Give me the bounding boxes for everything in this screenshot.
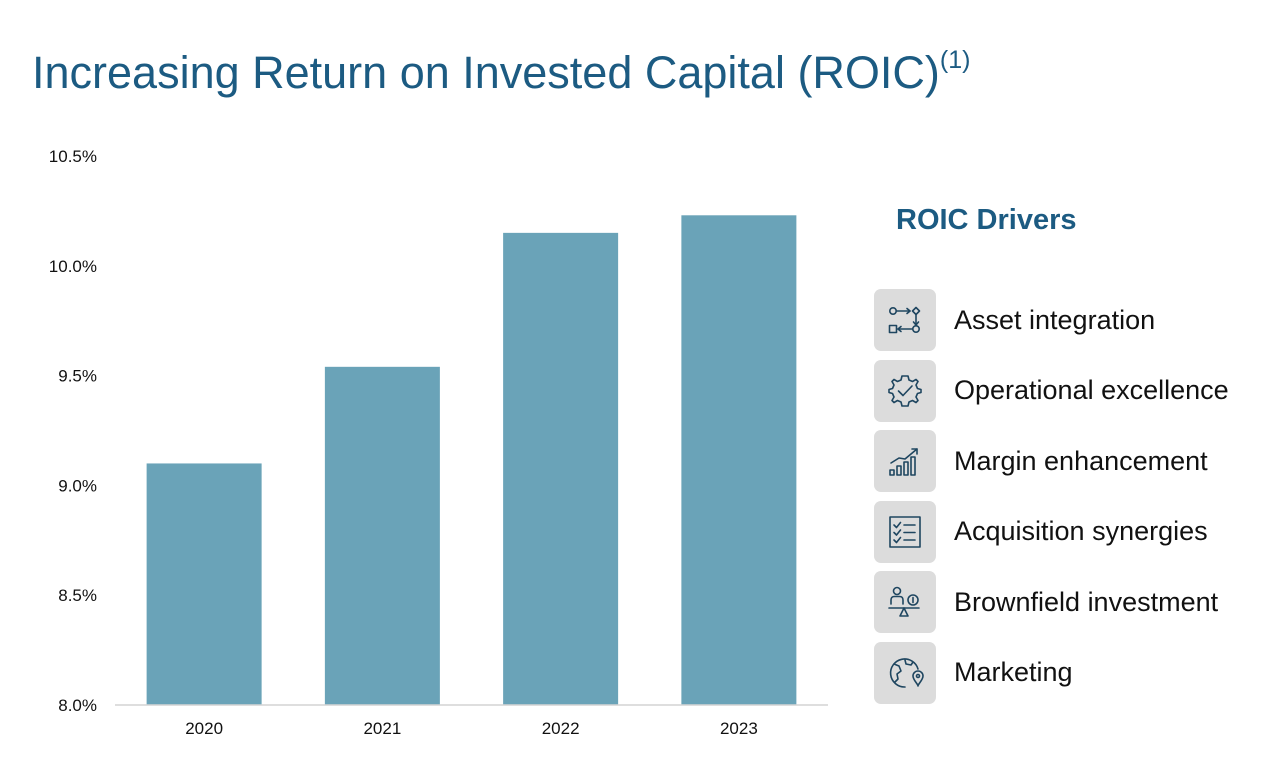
workflow-icon <box>874 289 936 351</box>
y-tick-label: 8.0% <box>58 696 97 715</box>
globe-pin-icon <box>874 641 936 704</box>
driver-label: Acquisition synergies <box>954 516 1208 546</box>
roic-drivers-title: ROIC Drivers <box>896 204 1077 236</box>
driver-label: Brownfield investment <box>954 586 1219 617</box>
x-tick-label: 2020 <box>185 719 223 738</box>
y-tick-label: 8.5% <box>58 586 97 605</box>
x-tick-label: 2022 <box>542 719 580 738</box>
driver-label: Margin enhancement <box>954 445 1208 476</box>
driver-acquisition-synergies: Acquisition synergies <box>868 500 1229 563</box>
bar-2023 <box>681 215 797 706</box>
driver-margin-enhancement: Margin enhancement <box>868 430 1229 492</box>
y-tick-label: 9.0% <box>58 476 97 495</box>
driver-brownfield-investment: Brownfield investment <box>868 571 1229 633</box>
page-title-text: Increasing Return on Invested Capital (R… <box>32 47 940 98</box>
y-tick-label: 10.5% <box>49 147 97 166</box>
bar-2022 <box>503 232 619 706</box>
checklist-icon <box>874 500 936 563</box>
title-footnote: (1) <box>939 46 971 74</box>
bar-2020 <box>146 463 262 705</box>
driver-asset-integration: Asset integration <box>868 289 1229 351</box>
driver-list: Asset integration Operational excellence <box>868 289 1229 712</box>
y-tick-label: 10.0% <box>49 257 97 276</box>
page-title: Increasing Return on Invested Capital (R… <box>32 36 970 101</box>
driver-label: Operational excellence <box>954 375 1229 405</box>
y-tick-label: 9.5% <box>58 367 97 386</box>
x-tick-label: 2021 <box>363 719 401 738</box>
roic-bar-chart: 8.0% 8.5% 9.0% 9.5% 10.0% 10.5% 2020 2021 2022 20… <box>49 147 828 738</box>
growth-chart-icon <box>874 430 936 492</box>
investor-scale-icon <box>874 571 936 633</box>
driver-label: Asset integration <box>954 304 1156 335</box>
gear-check-icon <box>874 359 936 422</box>
bar-2021 <box>324 366 440 705</box>
driver-label: Marketing <box>954 657 1073 687</box>
driver-operational-excellence: Operational excellence <box>868 359 1229 422</box>
driver-marketing: Marketing <box>868 641 1229 704</box>
x-tick-label: 2023 <box>720 719 758 738</box>
